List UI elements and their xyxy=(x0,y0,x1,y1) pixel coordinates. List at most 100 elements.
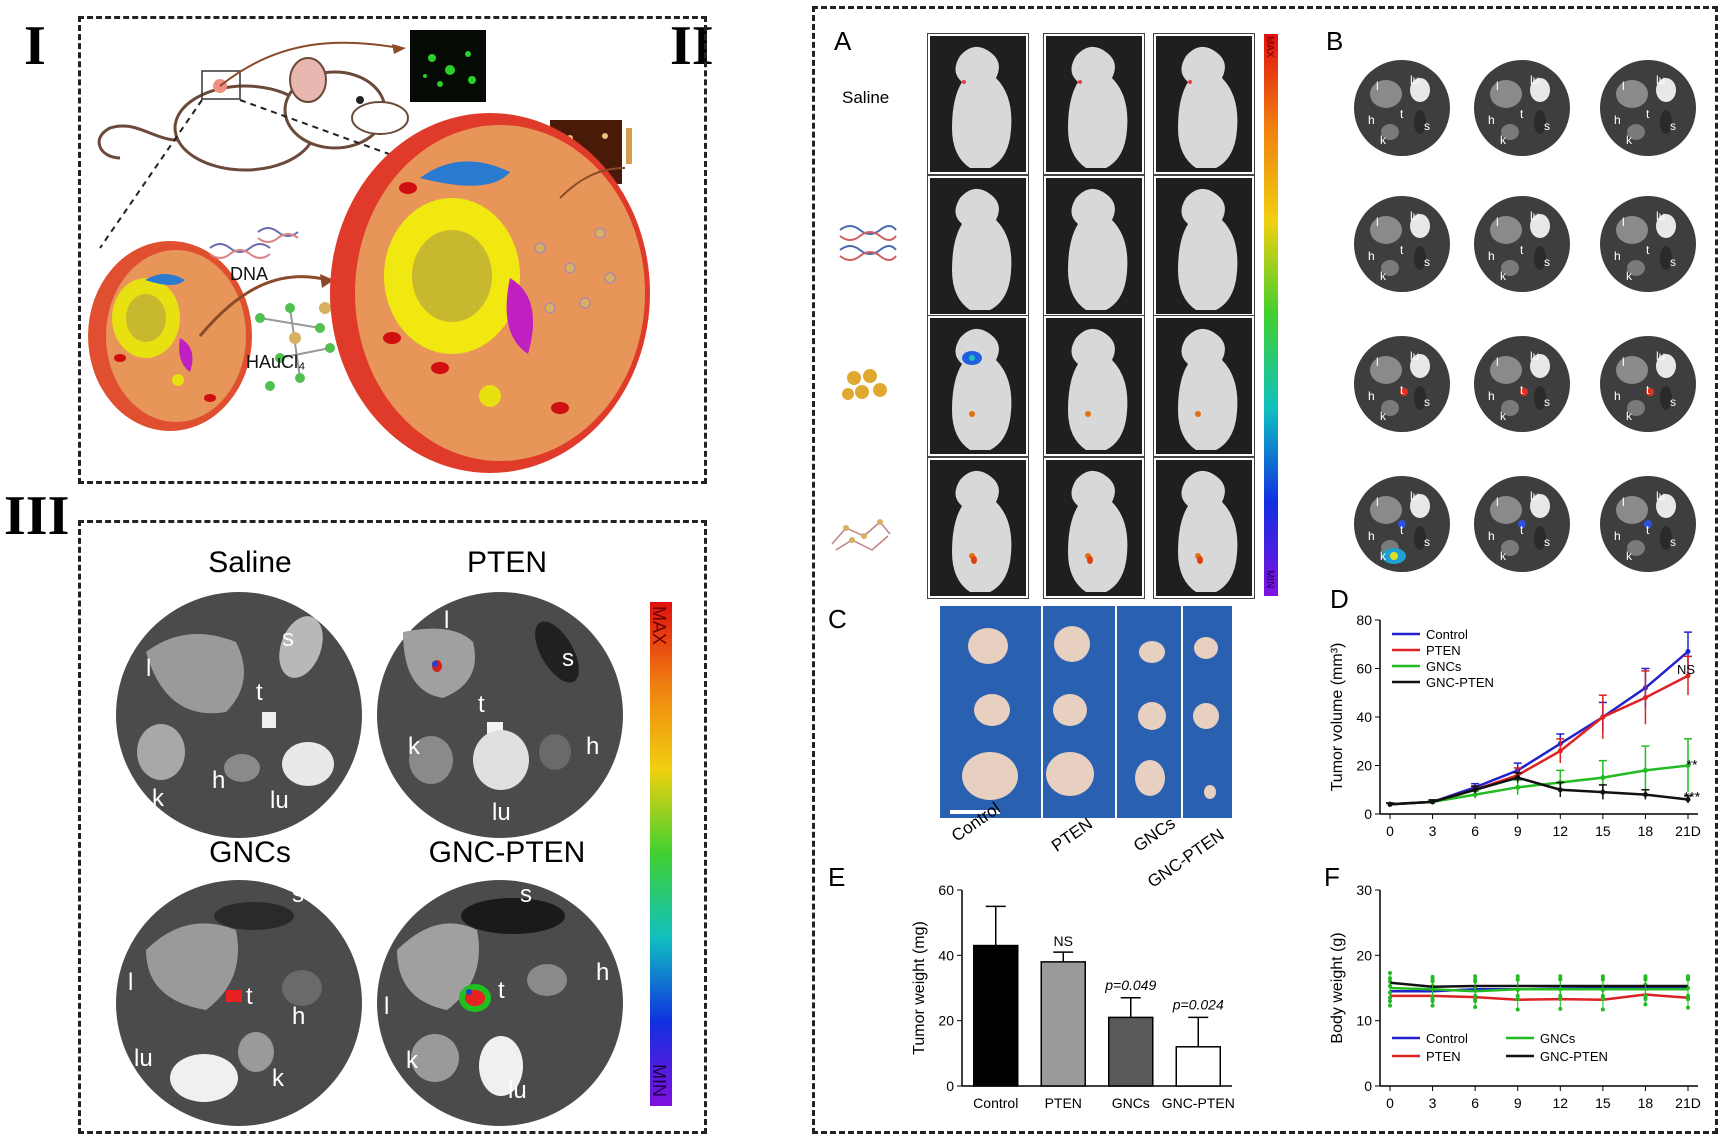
organs-gncs xyxy=(146,902,322,1102)
error-cap xyxy=(1515,993,1520,998)
organ-label: l xyxy=(384,993,389,1020)
row-label-saline: Saline xyxy=(842,88,890,107)
panel-III-organs: l s t k h lu l s t k h lu s l t h lu k s… xyxy=(128,607,609,1104)
organ-label: s xyxy=(1544,119,1550,133)
tumor-weight-chart: 0 20 40 60 Tumor weight (mg) Control PTEN GNCs G… xyxy=(911,882,1235,1111)
y-axis-label: Tumor volume (mm³) xyxy=(1329,643,1346,792)
organ-label: k xyxy=(1500,549,1507,563)
error-cap xyxy=(1686,974,1690,979)
y-tick-label: 40 xyxy=(1356,709,1372,725)
signal-spot xyxy=(1646,388,1654,396)
panel-II-scale-min: MIN xyxy=(1264,570,1275,589)
kidney-shape xyxy=(1381,124,1399,140)
error-cap xyxy=(1388,970,1392,975)
organ-label: k xyxy=(408,733,421,760)
organ-label: l xyxy=(1622,215,1625,229)
mouse-silhouette xyxy=(1178,328,1238,450)
signal-spot xyxy=(1085,411,1091,417)
kidney-shape xyxy=(1381,400,1399,416)
organ-label: h xyxy=(292,1003,305,1030)
lung-shape xyxy=(1410,354,1430,378)
panel-II-letter-E: E xyxy=(828,862,846,892)
panel-II-letter-C: C xyxy=(828,604,847,634)
mouse-body xyxy=(1068,188,1128,310)
lung-shape xyxy=(1410,214,1430,238)
signal-spot xyxy=(1518,520,1526,528)
organ-label: h xyxy=(1614,249,1621,263)
annotation: NS xyxy=(1677,662,1695,677)
liver-shape xyxy=(1490,216,1522,244)
y-tick-label: 20 xyxy=(1356,758,1372,774)
error-cap xyxy=(1515,974,1520,979)
organ-dish: l lu h t k s xyxy=(1600,196,1696,292)
organ-dish-contents: l lu h tk s xyxy=(1368,73,1430,147)
lung-shape xyxy=(1656,214,1676,238)
panel-I-schematic: DNA HAuCl₄ xyxy=(88,30,650,473)
liver-shape xyxy=(1490,496,1522,524)
x-tick-label: 3 xyxy=(1429,823,1437,839)
organ-label: t xyxy=(1646,107,1650,121)
data-point xyxy=(1685,763,1691,768)
lung-shape xyxy=(1530,214,1550,238)
organ-dish-contents: l lu h tk s xyxy=(1368,349,1430,423)
data-point xyxy=(1557,748,1563,754)
organ-label: s xyxy=(1424,119,1430,133)
organ-label: lu xyxy=(1530,73,1539,87)
kidney-shape xyxy=(1627,400,1645,416)
data-point xyxy=(1557,787,1563,793)
organ-dish: l lu h t k s xyxy=(1474,476,1570,572)
liver-shape xyxy=(1370,356,1402,384)
organ-label: k xyxy=(1380,549,1387,563)
dna-label: DNA xyxy=(230,264,268,284)
organ-label: h xyxy=(1614,113,1621,127)
organ-label: l xyxy=(128,969,133,996)
error-cap xyxy=(1473,974,1478,979)
mouse-silhouette xyxy=(952,470,1012,592)
roman-label-I: I xyxy=(24,15,46,77)
error-cap xyxy=(1558,1006,1563,1011)
dna-strands xyxy=(209,227,299,259)
lung-shape xyxy=(1530,78,1550,102)
organ-label: h xyxy=(1614,389,1621,403)
data-point xyxy=(1685,796,1691,802)
mouse-silhouette xyxy=(1178,470,1238,592)
y-axis-label: Body weight (g) xyxy=(1329,932,1346,1043)
panel-II-scale-max: MAX xyxy=(1264,36,1275,58)
organs-gnc-pten xyxy=(397,898,567,1096)
organ-label: lu xyxy=(1530,489,1539,503)
x-tick-label: 12 xyxy=(1552,1095,1568,1111)
liver-shape xyxy=(1616,80,1648,108)
mouse-body xyxy=(1068,46,1128,168)
panel-II-letter-A: A xyxy=(834,26,852,56)
organ-label: l xyxy=(1376,355,1379,369)
error-cap xyxy=(1558,974,1563,979)
organ-label: l xyxy=(1496,215,1499,229)
organ-label: lu xyxy=(1656,209,1665,223)
annotation: p=0.049 xyxy=(1104,977,1156,993)
signal-spot xyxy=(1520,388,1528,396)
tumor-volume-chart: 0 20 40 60 80 Tumor volume (mm³) 0 3 6 9 12 15 18 21D… xyxy=(1329,612,1701,839)
organ-dish-contents: l lu h tk s xyxy=(1488,489,1550,563)
data-point xyxy=(1472,787,1478,793)
mouse-silhouette xyxy=(1178,46,1238,168)
organ-dish: l lu h t k s xyxy=(1354,196,1450,292)
organ-label: s xyxy=(292,881,304,908)
legend-label: Control xyxy=(1426,627,1468,642)
mouse-illustration xyxy=(97,41,409,172)
organ-dish: l lu h t k s xyxy=(1600,476,1696,572)
organ-label: k xyxy=(1500,409,1507,423)
x-tick-label: 6 xyxy=(1471,823,1479,839)
organ-label: s xyxy=(1670,535,1676,549)
organ-label: l xyxy=(1496,355,1499,369)
organ-label: t xyxy=(1646,243,1650,257)
mouse-image xyxy=(1154,316,1254,456)
spleen-shape xyxy=(1660,386,1672,410)
error-cap xyxy=(1643,997,1648,1002)
mouse-image xyxy=(928,34,1028,174)
organ-label: k xyxy=(1380,133,1387,147)
signal-spot xyxy=(969,411,975,417)
data-point xyxy=(1642,767,1648,773)
mouse-body xyxy=(1068,328,1128,450)
bar xyxy=(1108,1016,1154,1087)
panel-III-title-gncs: GNCs xyxy=(209,836,291,869)
